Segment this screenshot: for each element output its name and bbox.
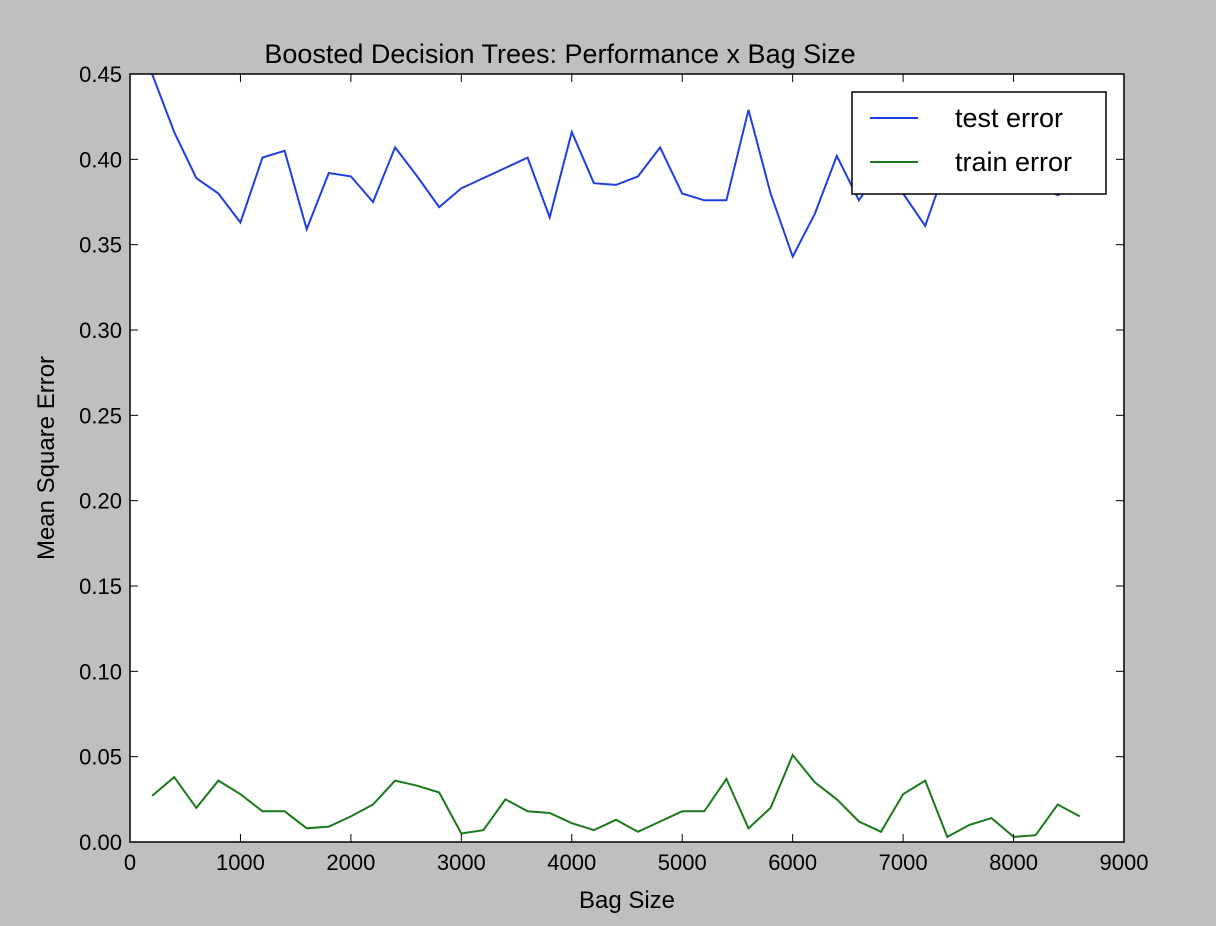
plot-area [130, 74, 1124, 842]
y-tick-label: 0.15 [79, 574, 122, 599]
y-tick-label: 0.00 [79, 830, 122, 855]
plot-frame [129, 73, 1125, 843]
y-tick-label: 0.05 [79, 745, 122, 770]
x-tick-label: 7000 [879, 850, 928, 875]
x-axis-label: Bag Size [579, 887, 675, 914]
legend-box [851, 91, 1107, 195]
y-tick-label: 0.30 [79, 318, 122, 343]
y-tick-label: 0.35 [79, 233, 122, 258]
legend: test error train error [851, 91, 1107, 195]
chart-title: Boosted Decision Trees: Performance x Ba… [264, 39, 855, 69]
series-line-test-error [151, 73, 1081, 260]
x-tick-label: 5000 [658, 850, 707, 875]
y-tick-label: 0.20 [79, 489, 122, 514]
plot-lines [151, 73, 1081, 839]
series-line-train-error [151, 753, 1081, 839]
x-tick-label: 0 [124, 850, 136, 875]
x-tick-label: 4000 [547, 850, 596, 875]
y-tick-label: 0.40 [79, 147, 122, 172]
legend-label-test-error: test error [955, 103, 1063, 133]
y-tick-label: 0.10 [79, 659, 122, 684]
y-axis-label: Mean Square Error [33, 356, 60, 560]
legend-label-train-error: train error [955, 147, 1072, 177]
x-tick-label: 8000 [989, 850, 1038, 875]
x-tick-label: 6000 [768, 850, 817, 875]
x-tick-label: 3000 [437, 850, 486, 875]
y-tick-label: 0.25 [79, 403, 122, 428]
x-tick-label: 9000 [1100, 850, 1149, 875]
y-axis: 0.00 0.05 0.10 0.15 0.20 0.25 0.30 0.35 0.40 0.45 [79, 62, 1124, 855]
x-axis: 0 1000 2000 3000 4000 5000 6000 7000 8000 9000 [124, 74, 1149, 875]
x-tick-label: 1000 [216, 850, 265, 875]
y-tick-label: 0.45 [79, 62, 122, 87]
x-tick-label: 2000 [326, 850, 375, 875]
